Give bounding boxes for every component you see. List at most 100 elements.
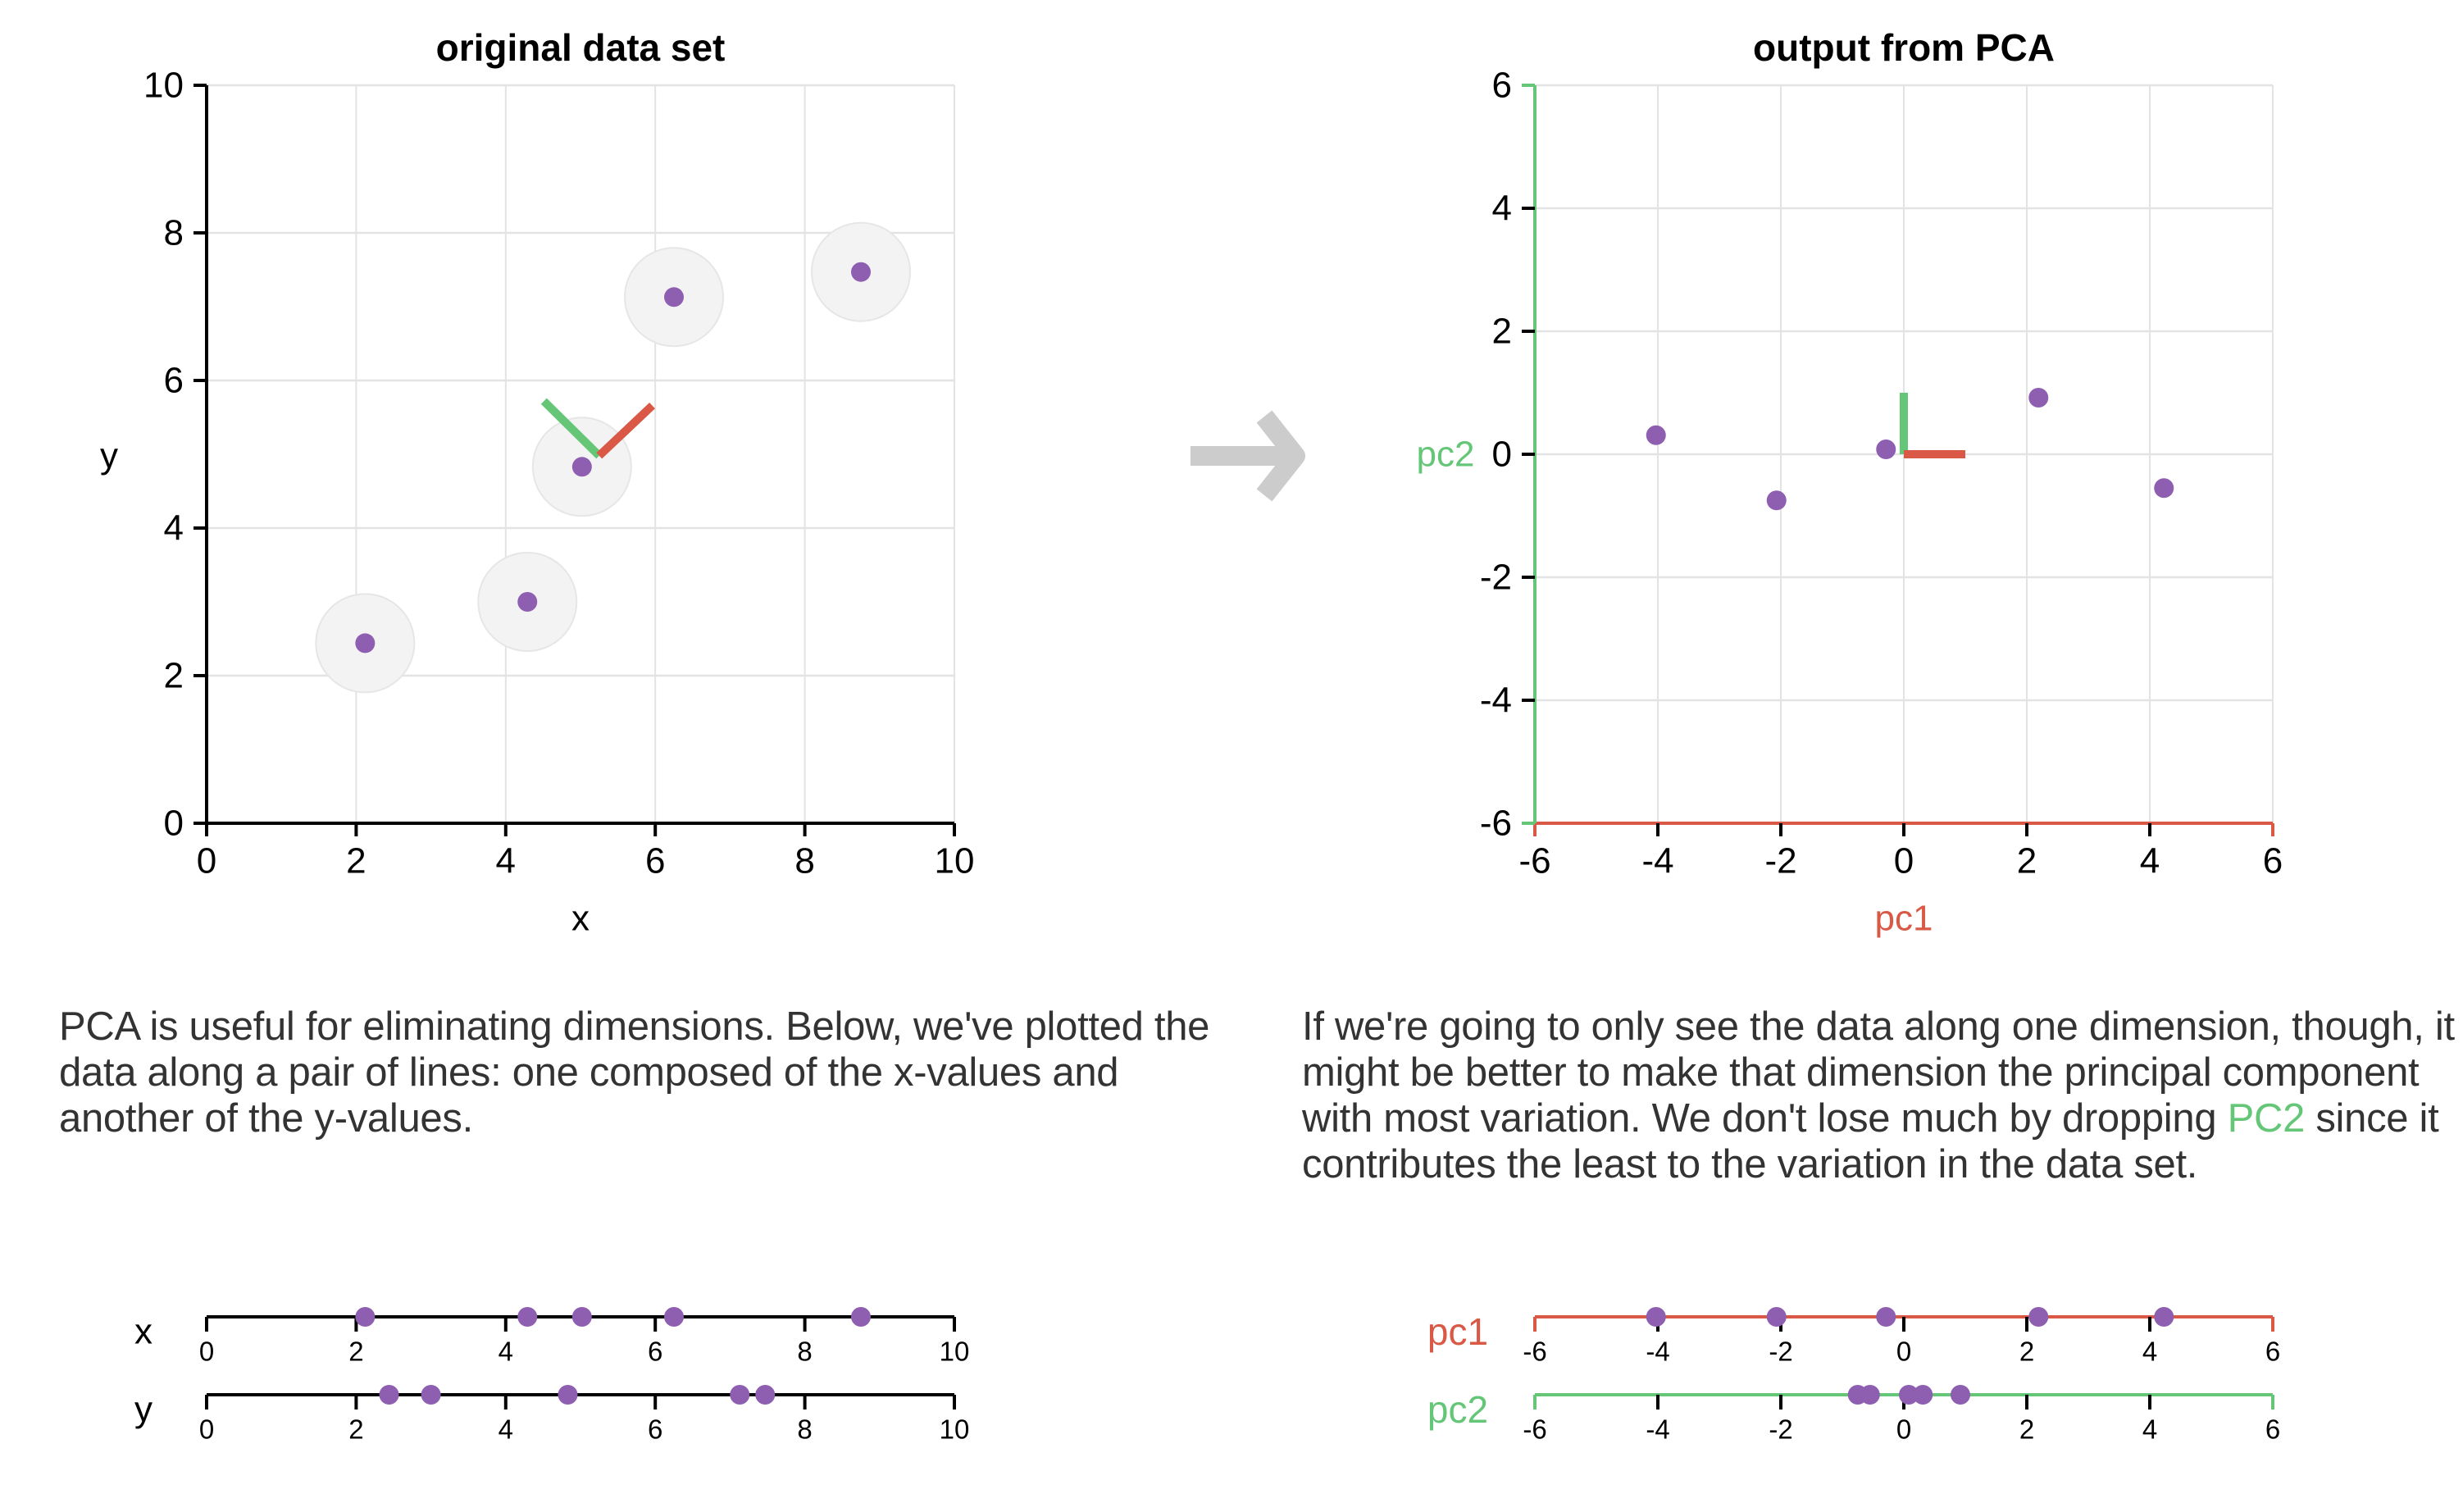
x-tick-label: 6: [645, 841, 665, 881]
strip-tick-label: 2: [348, 1414, 363, 1445]
x-axis-label: x: [571, 899, 590, 939]
x-axis-label: pc1: [1875, 899, 1933, 939]
pc2-highlight: PC2: [2227, 1096, 2306, 1141]
strip-point: [2154, 1307, 2174, 1327]
strip-tick-label: 0: [199, 1337, 214, 1367]
original-data-chart: 0 2 4 6 8 10 0 2 4 6 8 10 original data set x y: [100, 26, 974, 939]
strip-tick-label: 2: [348, 1337, 363, 1367]
y-tick-label: 2: [1492, 312, 1512, 352]
y-tick-label: 10: [143, 66, 184, 106]
explanation-right: If we're going to only see the data alon…: [1302, 1004, 2463, 1187]
y-tick-label: 8: [164, 213, 184, 253]
y-tick-label: -2: [1480, 558, 1512, 598]
y-tick-label: 4: [1492, 189, 1512, 229]
strip-point: [558, 1385, 578, 1405]
strip-tick-label: 0: [1896, 1414, 1911, 1445]
y-tick-label: 6: [1492, 66, 1512, 106]
data-point: [571, 457, 592, 477]
pca-output-chart: -6 -4 -2 0 2 4 6 -6 -4 -2 0 2 4 6 output from PCA pc1 pc…: [1417, 26, 2283, 939]
strip-point: [517, 1307, 538, 1327]
strip-tick-label: 6: [2265, 1337, 2280, 1367]
x-tick-label: 4: [2140, 841, 2160, 881]
strip-point: [1913, 1385, 1933, 1405]
explanation-right-part1: If we're going to only see the data alon…: [1302, 1004, 2455, 1141]
strip-tick-label: 6: [648, 1337, 662, 1367]
data-point: [2028, 388, 2049, 408]
y-axis-label: pc2: [1417, 435, 1475, 475]
explanation-left: PCA is useful for eliminating dimensions…: [59, 1004, 1210, 1141]
y-tick-label: -4: [1480, 681, 1512, 721]
pc1-vector: [596, 402, 655, 459]
strip-point: [755, 1385, 776, 1405]
x-tick-label: 0: [1894, 841, 1914, 881]
one-dimensional-strips: 0 2 4 6 8 10 x 0 2 4 6 8 10 y -6 -4 -2 0 2 4 6 pc1 -6 -4 -2 0 2 4 6 p…: [134, 1307, 2280, 1445]
y-tick-label: 0: [164, 804, 184, 844]
strip-point: [1860, 1385, 1880, 1405]
strip-tick-label: 4: [2142, 1337, 2157, 1367]
strip-point: [2028, 1307, 2049, 1327]
strip-tick-label: 2: [2019, 1414, 2034, 1445]
x-tick-label: 2: [2017, 841, 2037, 881]
strip-point: [421, 1385, 441, 1405]
strip-x: 0 2 4 6 8 10 x: [134, 1307, 969, 1367]
strip-label: pc1: [1427, 1310, 1488, 1353]
y-tick-label: 2: [164, 656, 184, 696]
strip-point: [379, 1385, 399, 1405]
strip-point: [664, 1307, 684, 1327]
strip-point: [1951, 1385, 1970, 1405]
y-tick-label: -6: [1480, 804, 1512, 844]
strip-label: y: [134, 1390, 153, 1430]
x-tick-label: -2: [1764, 841, 1796, 881]
strip-tick-label: 10: [940, 1337, 970, 1367]
data-point: [2154, 478, 2174, 499]
strip-tick-label: 8: [797, 1414, 812, 1445]
x-tick-label: 2: [346, 841, 366, 881]
y-tick-label: 0: [1492, 435, 1512, 475]
strip-tick-label: -6: [1523, 1337, 1546, 1367]
strip-tick-label: 4: [499, 1337, 513, 1367]
strip-point: [851, 1307, 871, 1327]
x-tick-label: -4: [1641, 841, 1673, 881]
strip-tick-label: 6: [648, 1414, 662, 1445]
strip-pc1: -6 -4 -2 0 2 4 6 pc1: [1427, 1307, 2280, 1367]
strip-y: 0 2 4 6 8 10 y: [134, 1385, 969, 1445]
arrow-head: [1256, 410, 1305, 502]
strip-tick-label: 0: [1896, 1337, 1911, 1367]
strip-point: [1766, 1307, 1787, 1327]
strip-point: [730, 1385, 750, 1405]
strip-point: [571, 1307, 592, 1327]
strip-point: [1876, 1307, 1896, 1327]
data-point: [355, 633, 376, 654]
data-point: [517, 592, 538, 612]
strip-pc2: -6 -4 -2 0 2 4 6 pc2: [1427, 1385, 2280, 1445]
pc2-vector: [540, 398, 603, 459]
chart-title: original data set: [436, 26, 726, 69]
x-tick-label: -6: [1518, 841, 1550, 881]
data-point: [664, 287, 684, 307]
data-point: [1766, 490, 1787, 511]
strip-tick-label: -2: [1769, 1337, 1792, 1367]
strip-tick-label: -6: [1523, 1414, 1546, 1445]
right-arrow-icon: [1191, 410, 1305, 502]
strip-tick-label: -4: [1646, 1337, 1669, 1367]
x-tick-label: 6: [2263, 841, 2283, 881]
strip-tick-label: -2: [1769, 1414, 1792, 1445]
strip-tick-label: 8: [797, 1337, 812, 1367]
x-tick-label: 4: [496, 841, 516, 881]
data-point: [1876, 439, 1896, 459]
data-point: [1646, 425, 1666, 445]
strip-tick-label: 6: [2265, 1414, 2280, 1445]
explanation-right-part2: since it contributes the least to the va…: [1302, 1096, 2439, 1186]
strip-tick-label: 10: [940, 1414, 970, 1445]
strip-tick-label: 4: [499, 1414, 513, 1445]
x-tick-label: 0: [197, 841, 216, 881]
strip-tick-label: 2: [2019, 1337, 2034, 1367]
chart-title: output from PCA: [1753, 26, 2055, 69]
strip-tick-label: -4: [1646, 1414, 1669, 1445]
y-tick-label: 6: [164, 361, 184, 401]
strip-point: [1899, 1385, 1919, 1405]
x-tick-label: 8: [794, 841, 814, 881]
x-tick-label: 10: [935, 841, 975, 881]
strip-tick-label: 4: [2142, 1414, 2157, 1445]
